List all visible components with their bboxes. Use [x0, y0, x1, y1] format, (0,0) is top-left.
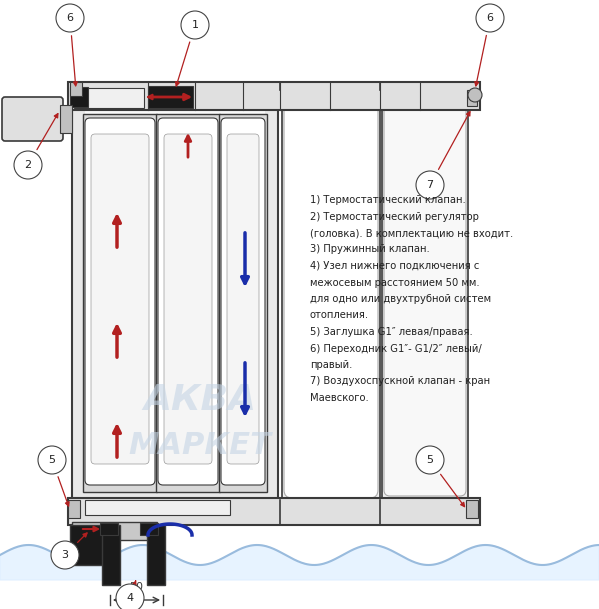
FancyBboxPatch shape	[384, 104, 466, 496]
Circle shape	[181, 11, 209, 39]
FancyBboxPatch shape	[2, 97, 63, 141]
Text: 5) Заглушка G1″ левая/правая.: 5) Заглушка G1″ левая/правая.	[310, 327, 473, 337]
Circle shape	[56, 4, 84, 32]
Bar	[466, 500, 478, 518]
Bar	[74, 88, 144, 108]
Circle shape	[416, 446, 444, 474]
Text: 1: 1	[192, 20, 198, 30]
Text: 5: 5	[49, 455, 56, 465]
FancyBboxPatch shape	[158, 118, 218, 485]
Text: 7) Воздухоспускной клапан - кран: 7) Воздухоспускной клапан - кран	[310, 376, 490, 387]
FancyBboxPatch shape	[284, 102, 378, 498]
FancyBboxPatch shape	[221, 118, 265, 485]
Text: 50: 50	[129, 582, 143, 592]
Bar	[147, 525, 165, 585]
Bar	[102, 525, 120, 585]
Text: 6: 6	[66, 13, 74, 23]
Circle shape	[468, 88, 482, 102]
Bar	[100, 523, 118, 535]
Text: АКВА: АКВА	[144, 383, 256, 417]
Circle shape	[38, 446, 66, 474]
Bar	[70, 82, 82, 96]
Bar	[60, 105, 72, 133]
Bar	[148, 86, 193, 108]
Bar	[219, 114, 267, 492]
Text: 3) Пружинный клапан.: 3) Пружинный клапан.	[310, 244, 429, 255]
FancyBboxPatch shape	[85, 118, 155, 485]
FancyBboxPatch shape	[91, 134, 149, 464]
Text: 1) Термостатический клапан.: 1) Термостатический клапан.	[310, 195, 466, 205]
Text: Маевского.: Маевского.	[310, 393, 369, 403]
Circle shape	[416, 171, 444, 199]
Text: 3: 3	[62, 550, 68, 560]
Bar	[83, 114, 157, 492]
Text: межосевым расстоянием 50 мм.: межосевым расстоянием 50 мм.	[310, 278, 480, 287]
Bar	[140, 523, 158, 535]
Bar	[85, 108, 265, 490]
Bar	[68, 82, 480, 110]
Text: отопления.: отопления.	[310, 311, 369, 320]
Text: 5: 5	[426, 455, 434, 465]
Bar	[70, 87, 88, 107]
Text: правый.: правый.	[310, 360, 352, 370]
Bar	[72, 522, 157, 540]
Text: 2) Термостатический регулятор: 2) Термостатический регулятор	[310, 211, 479, 222]
Text: 6: 6	[486, 13, 494, 23]
Text: 2: 2	[25, 160, 32, 170]
Circle shape	[14, 151, 42, 179]
FancyBboxPatch shape	[227, 134, 259, 464]
Bar	[156, 114, 220, 492]
Bar	[68, 498, 480, 525]
Text: 7: 7	[426, 180, 434, 190]
Text: МАРКЕТ: МАРКЕТ	[129, 431, 271, 460]
Text: (головка). В комплектацию не входит.: (головка). В комплектацию не входит.	[310, 228, 513, 238]
Bar	[382, 94, 468, 502]
Circle shape	[476, 4, 504, 32]
Bar	[68, 500, 80, 518]
Bar	[72, 90, 278, 500]
Bar	[85, 500, 230, 515]
Text: 4) Узел нижнего подключения с: 4) Узел нижнего подключения с	[310, 261, 479, 271]
Bar	[282, 94, 380, 502]
Text: для одно или двухтрубной систем: для одно или двухтрубной систем	[310, 294, 491, 304]
Bar	[70, 525, 110, 565]
FancyBboxPatch shape	[164, 134, 212, 464]
Text: 6) Переходник G1″- G1/2″ левый/: 6) Переходник G1″- G1/2″ левый/	[310, 343, 482, 353]
Circle shape	[51, 541, 79, 569]
Circle shape	[116, 584, 144, 609]
Bar	[467, 90, 477, 106]
Text: 4: 4	[126, 593, 134, 603]
